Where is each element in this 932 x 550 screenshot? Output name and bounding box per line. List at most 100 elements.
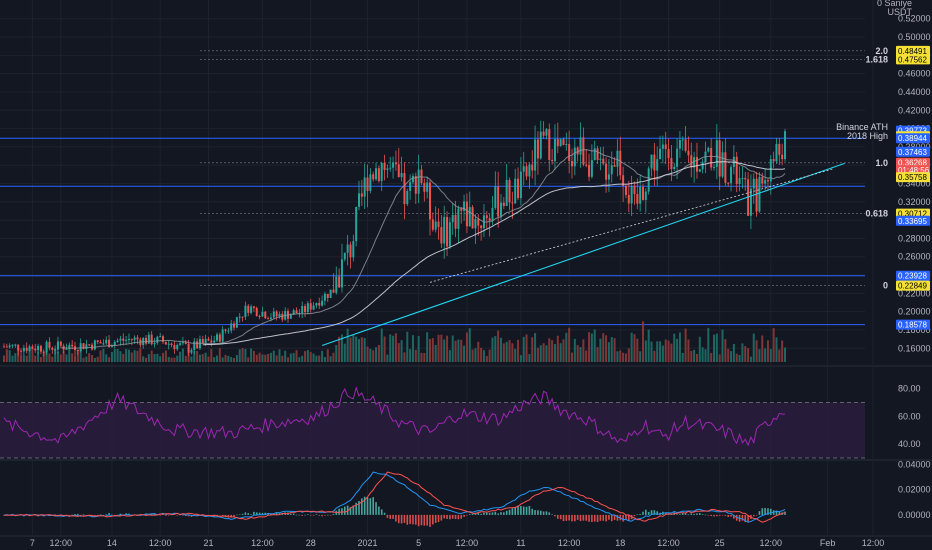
macd-histogram-bar xyxy=(539,510,542,515)
macd-histogram-bar xyxy=(704,514,707,516)
price-tag-bg xyxy=(896,319,930,330)
macd-histogram-bar xyxy=(514,507,516,515)
candle-body xyxy=(676,148,679,167)
volume-bar xyxy=(605,335,608,362)
volume-bar xyxy=(590,333,593,362)
macd-histogram-bar xyxy=(625,514,627,520)
time-tick-label: 12:00 xyxy=(862,538,885,548)
volume-bar xyxy=(500,337,502,362)
candle-body xyxy=(184,342,187,344)
rsi-panel[interactable] xyxy=(0,386,865,459)
candle-body xyxy=(599,158,602,160)
volume-bar xyxy=(556,335,559,362)
candle-body xyxy=(446,216,449,247)
candle-body xyxy=(261,311,264,317)
macd-panel[interactable] xyxy=(3,471,786,527)
macd-histogram-bar xyxy=(290,513,292,515)
volume-bar xyxy=(224,354,227,362)
volume-bar xyxy=(650,341,653,362)
candle-body xyxy=(406,190,409,205)
candle-body xyxy=(34,348,37,351)
volume-bar xyxy=(607,342,610,362)
volume-bar xyxy=(39,357,42,362)
candle-body xyxy=(20,350,23,352)
volume-bar xyxy=(179,351,182,362)
volume-bar xyxy=(93,357,96,362)
volume-bar xyxy=(366,346,369,362)
macd-histogram-bar xyxy=(292,513,295,515)
candle-body xyxy=(624,186,627,195)
volume-bar xyxy=(99,350,102,362)
macd-histogram-bar xyxy=(718,514,721,516)
macd-histogram-bar xyxy=(25,514,28,516)
candle-body xyxy=(349,244,352,258)
time-axis[interactable]: 7 12:00 14 12:00 21 12:00 28 2021 5 12:00 11 12:00 1… xyxy=(30,538,884,548)
volume-bar xyxy=(394,333,397,362)
macd-histogram-bar xyxy=(579,514,582,522)
macd-histogram-bar xyxy=(241,513,244,515)
macd-histogram-bar xyxy=(57,514,59,516)
annotation-line1: Binance ATH xyxy=(836,122,888,132)
volume-bar xyxy=(204,352,207,362)
candle-body xyxy=(519,171,522,199)
volume-bar xyxy=(108,357,111,362)
candle-body xyxy=(488,218,491,221)
macd-histogram-bar xyxy=(758,511,761,515)
price-axis[interactable]: 0.520000.500000.480000.460000.440000.420… xyxy=(896,14,931,520)
macd-histogram-bar xyxy=(165,514,167,516)
candle-body xyxy=(440,227,443,244)
macd-histogram-bar xyxy=(312,514,315,516)
volume-bar xyxy=(301,355,304,362)
volume-bar xyxy=(582,339,585,362)
candle-body xyxy=(5,346,8,348)
volume-bar xyxy=(82,357,85,362)
candle-body xyxy=(343,252,346,260)
currency-label: 0 Saniye xyxy=(877,0,912,8)
candle-body xyxy=(267,318,270,320)
volume-bar xyxy=(713,334,715,362)
candle-body xyxy=(693,157,696,168)
candle-body xyxy=(321,300,324,306)
volume-bar xyxy=(74,355,76,362)
price-tick-label: 0.44000 xyxy=(898,87,931,97)
macd-histogram-bar xyxy=(255,512,258,515)
candle-body xyxy=(105,339,108,344)
volume-bar xyxy=(213,357,216,362)
macd-histogram-bar xyxy=(60,514,62,517)
macd-histogram-bar xyxy=(386,514,389,518)
volume-bar xyxy=(735,353,738,362)
volume-bar xyxy=(142,356,145,362)
volume-bar xyxy=(684,328,687,362)
macd-histogram-bar xyxy=(230,514,232,518)
volume-bar xyxy=(698,336,701,362)
candle-body xyxy=(252,306,255,308)
price-tag: 0.22849 xyxy=(898,282,927,291)
volume-bar xyxy=(738,354,741,362)
candle-body xyxy=(179,343,182,345)
volume-bar xyxy=(548,338,551,362)
candle-body xyxy=(42,351,45,353)
volume-bar xyxy=(91,355,94,362)
volume-bar xyxy=(426,332,429,362)
macd-histogram-bar xyxy=(358,500,360,515)
volume-bar xyxy=(536,347,539,362)
candle-body xyxy=(451,214,454,223)
macd-histogram-bar xyxy=(372,497,374,515)
candle-body xyxy=(744,177,747,180)
volume-bar xyxy=(778,349,781,362)
macd-histogram-bar xyxy=(434,514,437,523)
candle-body xyxy=(301,306,304,313)
volume-bar xyxy=(34,355,37,362)
volume-bar xyxy=(358,339,360,362)
macd-histogram-bar xyxy=(684,513,687,515)
macd-histogram-bar xyxy=(548,512,551,515)
candle-body xyxy=(340,259,343,288)
volume-bar xyxy=(147,354,150,362)
price-tag-bg xyxy=(896,45,930,56)
macd-histogram-bar xyxy=(94,514,96,516)
volume-bar xyxy=(531,337,534,362)
candle-body xyxy=(187,343,190,353)
macd-histogram-bar xyxy=(219,514,221,516)
